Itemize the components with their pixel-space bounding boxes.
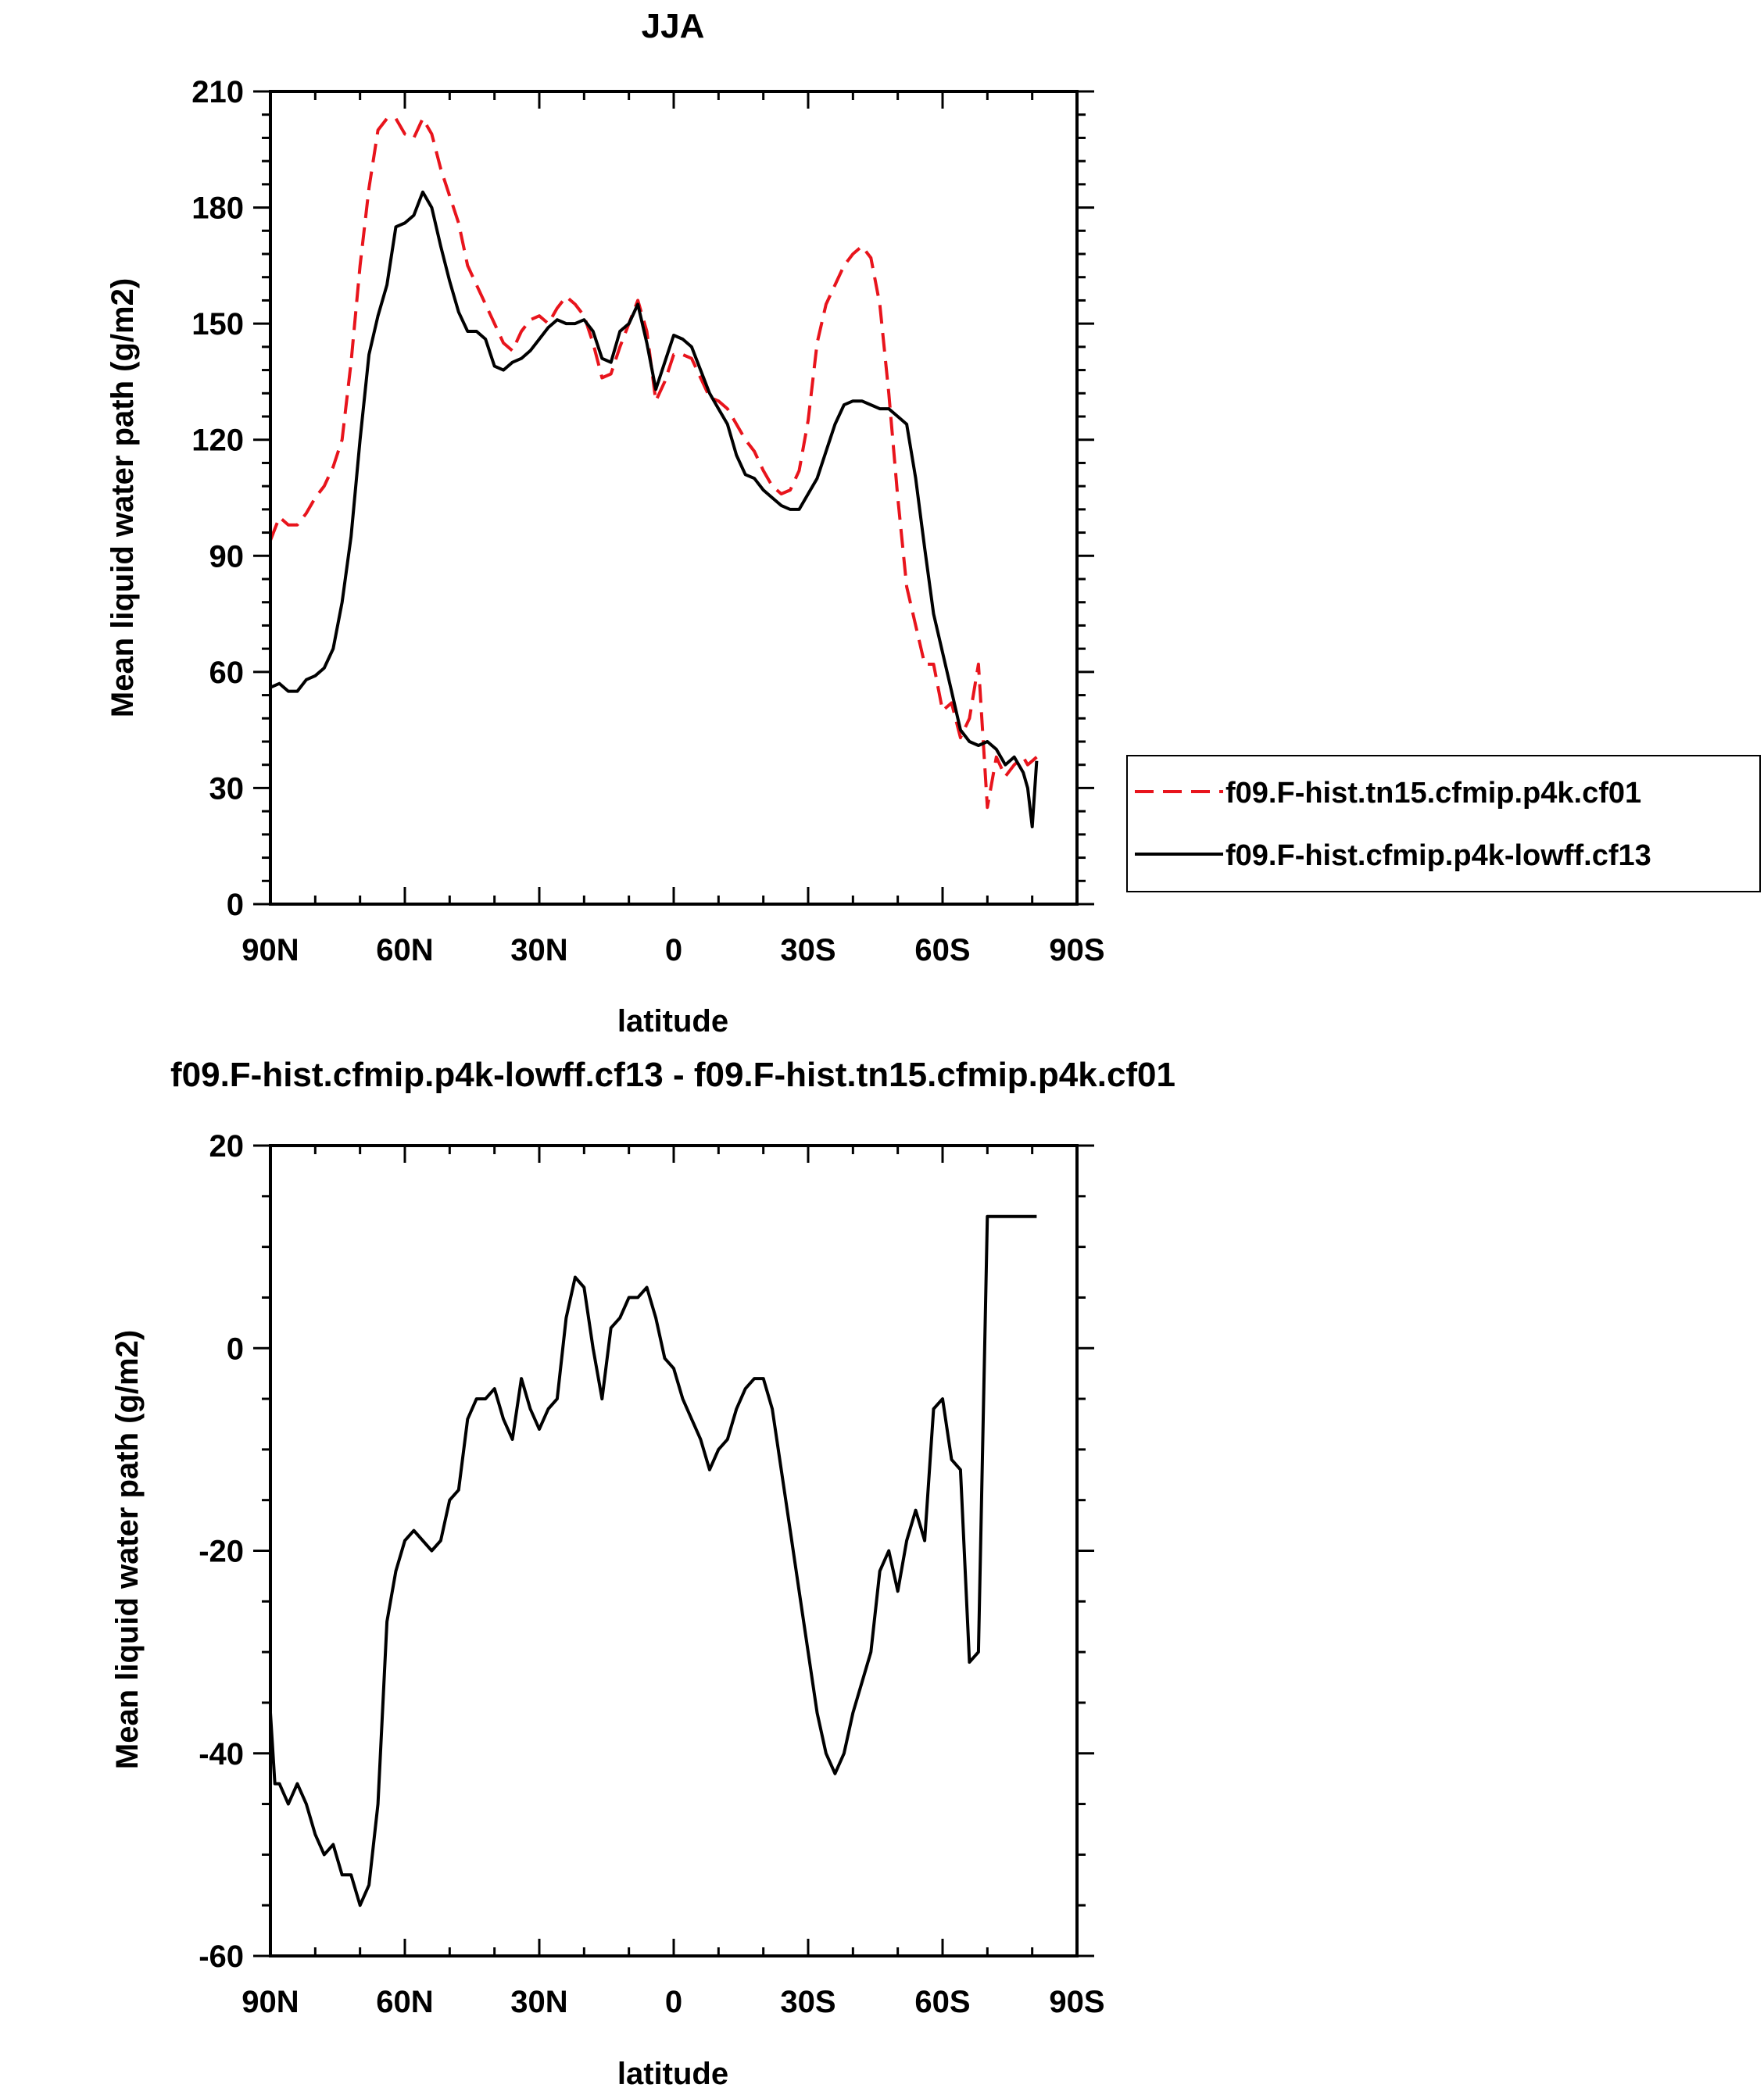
bottom-xtick-label: 60S — [914, 1985, 970, 2019]
bottom-xtick-label: 90S — [1049, 1985, 1104, 2019]
top-ytick-label: 60 — [209, 656, 245, 690]
top-plot-frame — [269, 90, 1079, 906]
bottom-xtick-label: 0 — [665, 1985, 682, 2019]
top-series-line-1 — [270, 190, 1039, 828]
top-ytick-label: 180 — [191, 191, 244, 226]
top-xtick-label: 0 — [665, 933, 682, 967]
bottom-ticks-layer: 90N 60N 30N 0 30S 60S 90S -60 -40 -20 0 20 — [199, 1129, 1104, 2019]
top-ytick-label: 120 — [191, 424, 244, 458]
top-ticks-layer: 90N 60N 30N 0 30S 60S 90S 0 30 60 90 120 150 180 210 — [191, 75, 1104, 967]
top-title: JJA — [642, 7, 705, 45]
top-panel: JJA 90N 60N 30N 0 30S 60S 90S 0 30 60 90 120 150 180 2… — [106, 7, 1105, 1039]
top-ytick-label: 30 — [209, 771, 245, 806]
top-xtick-label: 60S — [914, 933, 970, 967]
bottom-ytick-label: 0 — [227, 1332, 244, 1366]
bottom-ytick-label: -20 — [199, 1535, 244, 1569]
bottom-title: f09.F-hist.cfmip.p4k-lowff.cf13 - f09.F-… — [170, 1056, 1175, 1094]
top-xtick-label: 90N — [242, 933, 299, 967]
bottom-ylabel: Mean liquid water path (g/m2) — [110, 1330, 145, 1769]
bottom-plot-frame — [269, 1144, 1079, 1958]
bottom-series-line-0 — [269, 1214, 1037, 1907]
bottom-xtick-label: 90N — [242, 1985, 299, 2019]
legend-label-1: f09.F-hist.cfmip.p4k-lowff.cf13 — [1225, 839, 1651, 872]
top-xtick-label: 90S — [1049, 933, 1104, 967]
legend-box — [1126, 755, 1761, 892]
bottom-xtick-label: 30N — [510, 1985, 567, 2019]
top-ytick-label: 150 — [191, 307, 244, 341]
bottom-ytick-label: 20 — [209, 1129, 245, 1164]
top-ytick-label: 210 — [191, 75, 244, 109]
top-xtick-label: 60N — [376, 933, 433, 967]
top-xtick-label: 30S — [780, 933, 835, 967]
top-series-layer — [269, 116, 1039, 828]
top-ytick-label: 0 — [227, 888, 244, 922]
bottom-series-layer — [269, 1214, 1037, 1907]
top-ytick-label: 90 — [209, 539, 245, 574]
bottom-ytick-label: -40 — [199, 1737, 244, 1772]
top-xlabel: latitude — [617, 1004, 728, 1039]
bottom-ytick-label: -60 — [199, 1940, 244, 1974]
bottom-xtick-label: 60N — [376, 1985, 433, 2019]
legend-label-0: f09.F-hist.tn15.cfmip.p4k.cf01 — [1225, 777, 1641, 810]
top-series-line-0 — [269, 116, 1038, 810]
bottom-xtick-label: 30S — [780, 1985, 835, 2019]
top-xtick-label: 30N — [510, 933, 567, 967]
bottom-panel: f09.F-hist.cfmip.p4k-lowff.cf13 - f09.F-… — [110, 1056, 1175, 2088]
bottom-xlabel: latitude — [617, 2057, 728, 2088]
legend: f09.F-hist.tn15.cfmip.p4k.cf01 f09.F-his… — [1126, 755, 1761, 892]
top-ylabel: Mean liquid water path (g/m2) — [106, 278, 140, 717]
